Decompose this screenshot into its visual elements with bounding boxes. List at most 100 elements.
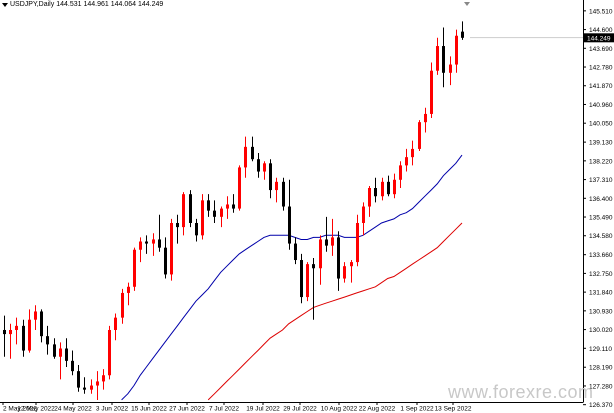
candle[interactable]: [152, 233, 155, 256]
candle[interactable]: [127, 282, 130, 306]
candle[interactable]: [133, 247, 136, 291]
candle[interactable]: [34, 305, 37, 330]
candle[interactable]: [399, 161, 402, 189]
candle[interactable]: [424, 107, 427, 133]
candle[interactable]: [238, 165, 241, 211]
candle[interactable]: [455, 29, 458, 73]
candle[interactable]: [77, 364, 80, 392]
candle[interactable]: [411, 140, 414, 166]
candle[interactable]: [40, 309, 43, 343]
candle[interactable]: [232, 194, 235, 213]
candle[interactable]: [362, 202, 365, 236]
candle-body: [90, 385, 93, 390]
candle-body: [114, 317, 117, 330]
candle[interactable]: [244, 136, 247, 178]
candle[interactable]: [282, 177, 285, 211]
candle[interactable]: [139, 237, 142, 263]
candle[interactable]: [294, 237, 297, 265]
candle-body: [121, 292, 124, 318]
price-tick-label: 132.750: [589, 271, 613, 278]
candle[interactable]: [418, 120, 421, 151]
candle[interactable]: [83, 377, 86, 394]
candle[interactable]: [288, 179, 291, 250]
candle[interactable]: [158, 214, 161, 252]
candle-body: [325, 239, 328, 246]
candle-body: [127, 286, 130, 293]
candle-body: [15, 325, 18, 330]
candle[interactable]: [201, 194, 204, 240]
candle[interactable]: [381, 177, 384, 201]
candle[interactable]: [257, 153, 260, 178]
candle[interactable]: [331, 218, 334, 256]
candle[interactable]: [22, 319, 25, 357]
candle[interactable]: [300, 253, 303, 304]
candle[interactable]: [164, 237, 167, 279]
candle[interactable]: [15, 317, 18, 345]
candle[interactable]: [449, 56, 452, 86]
candle[interactable]: [350, 260, 353, 283]
candle[interactable]: [312, 257, 315, 320]
candle[interactable]: [251, 136, 254, 162]
price-tick-label: 130.020: [589, 327, 613, 334]
candle[interactable]: [121, 288, 124, 324]
candle[interactable]: [176, 214, 179, 244]
candle[interactable]: [145, 235, 148, 254]
candle[interactable]: [71, 350, 74, 376]
price-tick-label: 142.780: [589, 65, 613, 72]
candle[interactable]: [90, 379, 93, 394]
candle[interactable]: [319, 235, 322, 285]
candle[interactable]: [102, 369, 105, 390]
candle[interactable]: [306, 262, 309, 302]
candle[interactable]: [59, 342, 62, 380]
candle-body: [22, 325, 25, 351]
candle[interactable]: [343, 262, 346, 283]
candle[interactable]: [213, 200, 216, 223]
candle[interactable]: [189, 190, 192, 228]
candle[interactable]: [263, 161, 266, 180]
chart-shift-marker-icon[interactable]: [464, 2, 470, 6]
candle[interactable]: [182, 192, 185, 236]
time-tick-label: 1 Sep 2022: [400, 406, 434, 413]
candle-body: [430, 70, 433, 114]
candle[interactable]: [325, 216, 328, 252]
candle[interactable]: [374, 177, 377, 203]
candle[interactable]: [9, 323, 12, 359]
price-tick-label: 141.870: [589, 83, 613, 90]
price-tick-label: 144.600: [589, 27, 613, 34]
candle[interactable]: [28, 309, 31, 353]
candle[interactable]: [96, 371, 99, 400]
candle[interactable]: [3, 315, 6, 357]
candle-body: [399, 165, 402, 180]
candle[interactable]: [436, 37, 439, 75]
candle[interactable]: [442, 27, 445, 88]
candle[interactable]: [368, 185, 371, 217]
candle[interactable]: [405, 148, 408, 172]
candle[interactable]: [207, 194, 210, 217]
candle[interactable]: [356, 214, 359, 267]
candle[interactable]: [430, 62, 433, 119]
current-price-tag: [584, 33, 614, 43]
candle[interactable]: [269, 159, 272, 199]
candle[interactable]: [53, 338, 56, 359]
candle-body: [282, 181, 285, 207]
candle[interactable]: [114, 313, 117, 341]
candle[interactable]: [226, 196, 229, 219]
candle-body: [195, 222, 198, 236]
candle-body: [176, 222, 179, 228]
candle[interactable]: [337, 231, 340, 291]
candle[interactable]: [170, 218, 173, 281]
candle[interactable]: [275, 177, 278, 203]
candle[interactable]: [46, 325, 49, 355]
candle-body: [319, 239, 322, 269]
candle[interactable]: [393, 173, 396, 199]
candle[interactable]: [195, 218, 198, 242]
candle[interactable]: [387, 175, 390, 197]
time-tick-label: 10 Aug 2022: [321, 406, 358, 413]
candle[interactable]: [461, 21, 464, 40]
candle[interactable]: [108, 325, 111, 380]
candle[interactable]: [65, 338, 68, 368]
candle[interactable]: [220, 206, 223, 228]
candle-body: [207, 200, 210, 211]
